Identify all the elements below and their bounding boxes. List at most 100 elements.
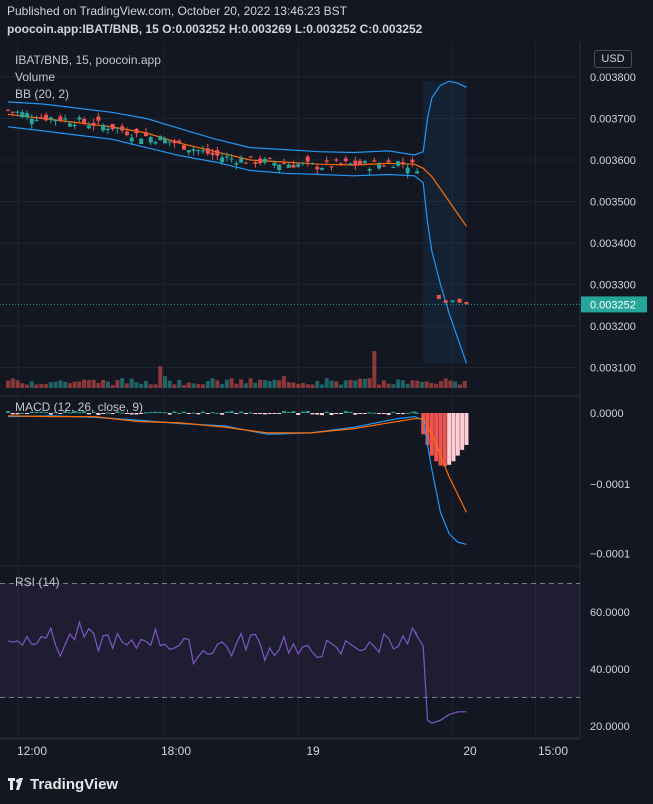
macd-histogram-bar — [82, 411, 87, 413]
candle-body — [162, 138, 167, 144]
volume-bar — [153, 384, 158, 388]
price-tick-label: 0.003500 — [590, 197, 636, 209]
candle-body — [115, 127, 120, 129]
volume-bar — [143, 380, 148, 388]
candle-body — [300, 162, 305, 164]
candle-body — [220, 157, 225, 163]
macd-histogram-bar — [415, 412, 420, 414]
volume-bar — [415, 380, 420, 388]
chart-area[interactable]: 0.003252 0.003800 0.003700 0.003600 0.003500… — [0, 0, 653, 764]
candle-body — [39, 117, 44, 119]
candle-body — [343, 158, 348, 162]
volume-bar — [86, 379, 91, 388]
volume-bar — [229, 378, 234, 388]
volume-bar — [48, 382, 53, 388]
candle-body — [400, 162, 405, 165]
volume-bar — [6, 380, 10, 388]
time-tick-label: 15:00 — [538, 744, 568, 758]
candle-body — [153, 141, 158, 144]
candle-body — [339, 163, 344, 165]
volume-bar — [248, 378, 253, 388]
candle-body — [215, 150, 220, 156]
volume-bar — [124, 383, 129, 388]
volume-bar — [334, 381, 339, 388]
candle-body — [44, 114, 49, 121]
macd-legend[interactable]: MACD (12, 26, close, 9) — [15, 400, 144, 414]
volume-bar — [453, 381, 458, 388]
candle-body — [224, 156, 229, 158]
candle-body — [362, 161, 367, 164]
macd-histogram-bar — [25, 413, 30, 414]
candle-body — [286, 164, 291, 168]
volume-bar — [291, 382, 296, 388]
volume-bar — [139, 383, 144, 388]
time-tick-label: 18:00 — [161, 744, 191, 758]
volume-bar — [243, 383, 248, 388]
macd-line — [7, 415, 467, 545]
macd-histogram-bar — [310, 413, 315, 415]
rsi-line — [7, 620, 467, 724]
time-tick-label: 12:00 — [17, 744, 47, 758]
macd-histogram-bar — [120, 412, 125, 414]
rsi-legend[interactable]: RSI (14) — [15, 575, 60, 589]
macd-histogram-bar — [224, 411, 229, 413]
volume-bar — [239, 379, 244, 388]
symbol-legend[interactable]: IBAT/BNB, 15, poocoin.app — [15, 53, 161, 67]
macd-histogram-bar — [455, 413, 460, 456]
macd-histogram-bar — [281, 411, 286, 413]
volume-bar — [148, 384, 153, 388]
candle-body — [229, 158, 234, 160]
bb-legend[interactable]: BB (20, 2) — [15, 87, 70, 101]
candle-body — [172, 140, 177, 144]
candle-body — [25, 113, 30, 118]
candle-body — [243, 162, 248, 164]
candle-body — [272, 162, 277, 166]
macd-histogram-bar — [348, 411, 353, 413]
volume-bar — [39, 383, 44, 388]
volume-bar — [296, 383, 301, 388]
volume-bar — [105, 381, 110, 388]
tradingview-logo[interactable]: TradingView — [8, 776, 118, 793]
macd-histogram-bar — [358, 413, 363, 414]
volume-bar — [101, 379, 106, 388]
candle-body — [262, 158, 267, 163]
candle-body — [67, 123, 72, 127]
candle-body — [134, 128, 139, 134]
candle-body — [443, 300, 448, 303]
volume-legend[interactable]: Volume — [15, 70, 56, 84]
candle-body — [91, 122, 96, 126]
candle-body — [120, 126, 125, 131]
volume-bar — [381, 380, 386, 388]
volume-bar — [443, 378, 448, 388]
macd-histogram-bar — [410, 412, 415, 414]
candle-body — [20, 112, 25, 118]
candle-body — [319, 168, 324, 170]
volume-bar — [10, 378, 15, 388]
candle-body — [239, 158, 244, 163]
volume-bar — [120, 378, 125, 388]
macd-histogram-bar — [172, 411, 177, 413]
current-price-label-bg — [581, 296, 647, 313]
volume-bar — [162, 376, 167, 388]
macd-tick-label: −0.0001 — [590, 479, 630, 491]
volume-bar — [167, 380, 172, 388]
macd-histogram-bar — [425, 413, 430, 445]
macd-histogram-bar — [367, 412, 372, 414]
volume-bar — [58, 380, 63, 388]
macd-histogram-bar — [343, 411, 348, 413]
volume-bar — [358, 378, 363, 388]
macd-histogram-bar — [139, 413, 144, 414]
macd-histogram-bar — [442, 413, 447, 467]
currency-button[interactable]: USD — [594, 50, 632, 68]
macd-histogram-bar — [53, 412, 58, 414]
macd-histogram-bar — [72, 411, 77, 413]
volume-bar — [391, 384, 396, 388]
time-tick-label: 19 — [306, 744, 320, 758]
candle-body — [101, 124, 106, 131]
volume-bar — [34, 384, 39, 388]
candle-body — [315, 166, 320, 170]
candle-body — [253, 162, 258, 164]
candle-body — [377, 164, 382, 169]
macd-histogram-bar — [77, 412, 82, 414]
macd-histogram-bar — [243, 413, 248, 414]
